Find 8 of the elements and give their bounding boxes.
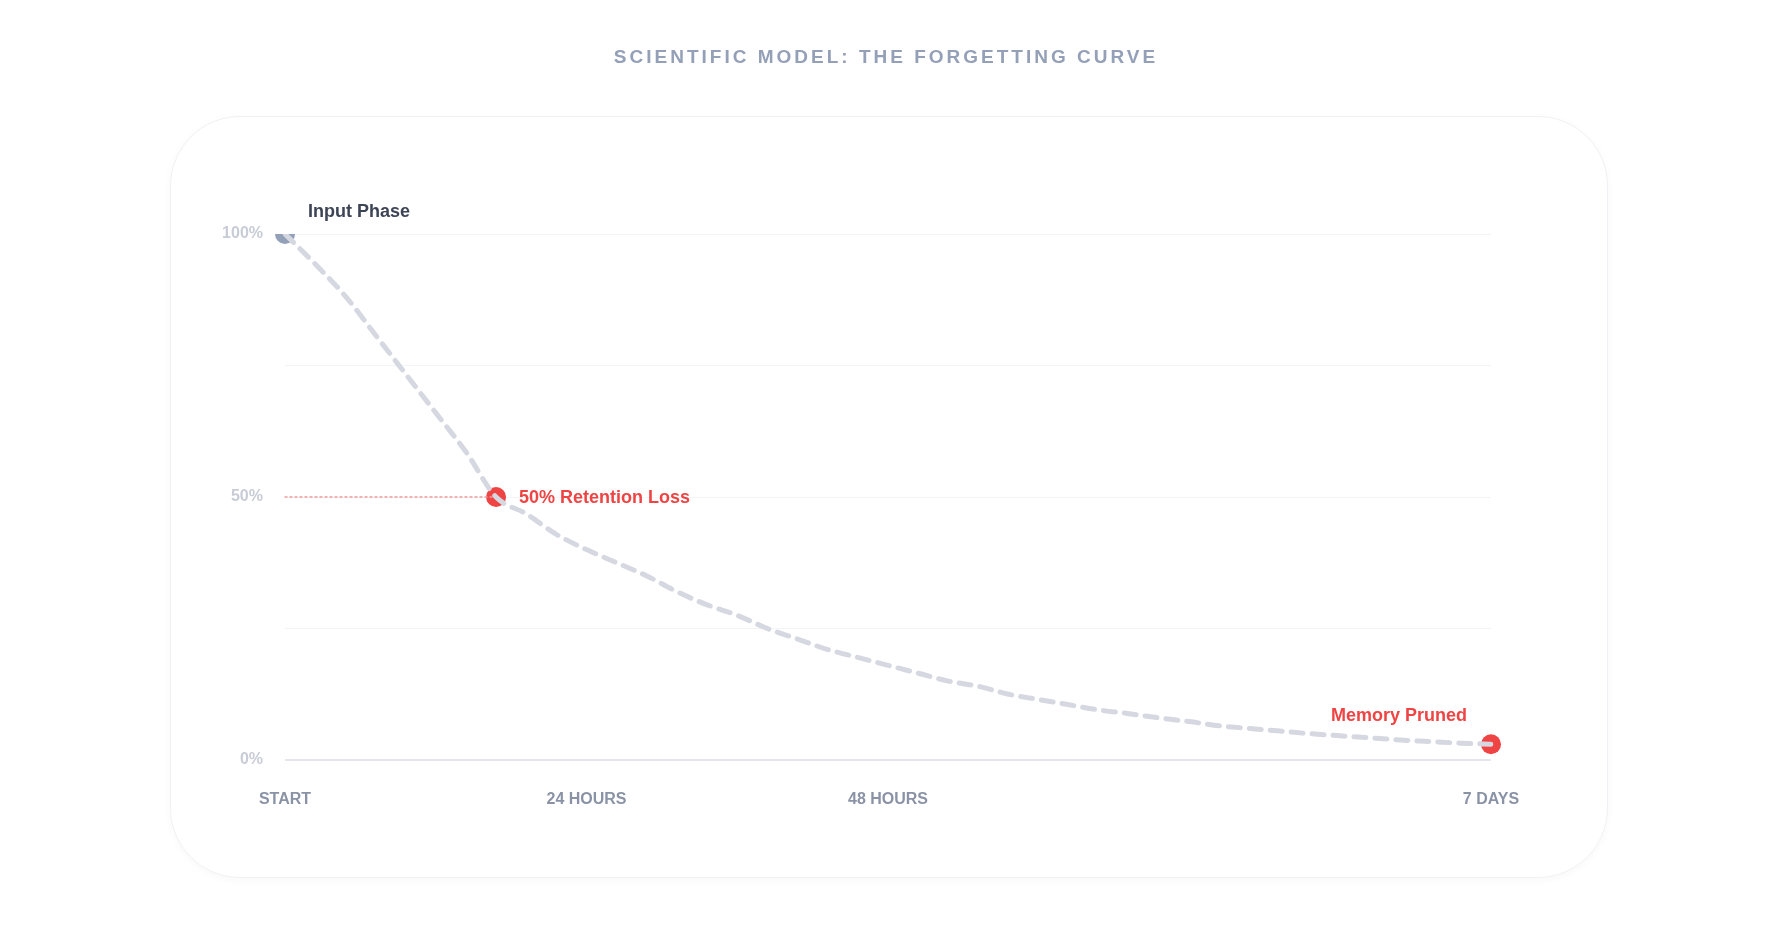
text: Input Phase	[308, 200, 411, 221]
x-tick-label: 24 HOURS	[546, 790, 627, 808]
x-tick-label: START	[258, 790, 312, 808]
annotation: Memory Pruned	[1330, 705, 1467, 726]
chart-title: SCIENTIFIC MODEL: THE FORGETTING CURVE	[612, 46, 1160, 68]
annotation: 50% Retention Loss	[519, 486, 691, 507]
x-tick-label: 48 HOURS	[847, 790, 929, 808]
x-tick-label: 7 DAYS	[1462, 790, 1520, 808]
